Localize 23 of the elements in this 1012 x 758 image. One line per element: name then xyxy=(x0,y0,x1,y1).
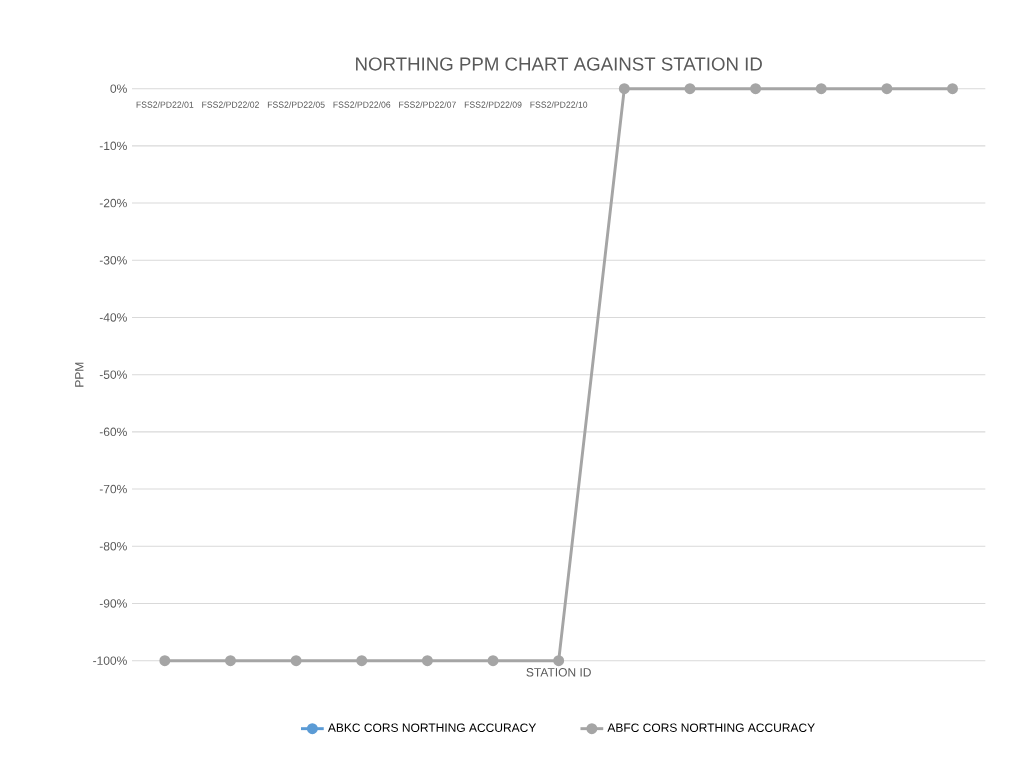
y-tick-label: -10% xyxy=(99,141,127,151)
y-tick-label: -90% xyxy=(99,599,127,608)
y-tick-label: -60% xyxy=(99,427,127,437)
y-tick-label: -20% xyxy=(99,198,127,208)
x-tick-label: FSS2/PD22/02 xyxy=(202,101,259,108)
x-tick-label: FSS2/PD22/09 xyxy=(464,101,522,108)
x-tick-label: FSS2/PD22/01 xyxy=(136,101,194,108)
x-tick-label: FSS2/PD22/07 xyxy=(399,101,456,108)
x-tick-label: FSS2/PD22/06 xyxy=(333,101,391,108)
x-tick-label: FSS2/PD22/10 xyxy=(530,101,588,108)
legend-label: ABKC CORS NORTHING ACCURACY xyxy=(327,723,537,732)
legend-label: ABFC CORS NORTHING ACCURACY xyxy=(607,723,815,732)
y-tick-label: -50% xyxy=(99,370,127,379)
y-axis-title: PPM xyxy=(75,362,84,387)
y-tick-label: -40% xyxy=(99,313,127,322)
y-tick-label: -30% xyxy=(99,256,127,265)
chart-title: NORTHING PPM CHART AGAINST STATION ID xyxy=(356,57,762,71)
y-tick-label: -100% xyxy=(93,656,127,665)
x-axis-title: STATION ID xyxy=(526,668,591,677)
x-tick-label: FSS2/PD22/05 xyxy=(267,101,325,108)
y-tick-label: -80% xyxy=(99,542,127,551)
y-tick-label: 0% xyxy=(110,84,127,93)
y-tick-label: -70% xyxy=(99,484,127,494)
